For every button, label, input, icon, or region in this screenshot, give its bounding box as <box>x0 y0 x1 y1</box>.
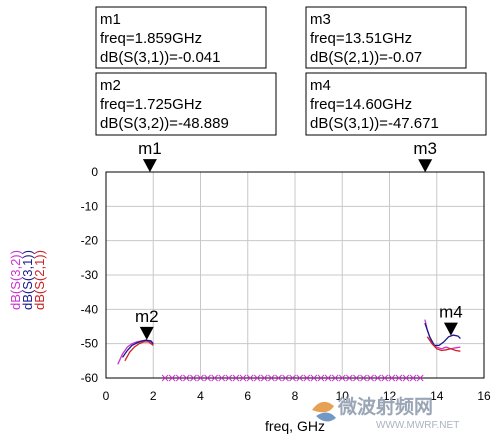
marker-box-m4: m4 freq=14.60GHz dB(S(3,1))=-47.671 <box>305 72 487 136</box>
stopband-point <box>381 374 389 382</box>
marker-box-freq: freq=13.51GHz <box>310 30 412 47</box>
grid <box>105 171 485 379</box>
y-tick-label: -50 <box>81 337 99 351</box>
stopband-point <box>353 374 360 382</box>
x-tick-label: 12 <box>383 389 397 403</box>
marker-triangle <box>142 159 157 173</box>
y-tick-label: -60 <box>81 371 99 385</box>
stopband-point <box>416 374 424 382</box>
stopband-point <box>303 374 311 382</box>
watermark-text: 微波射频网 <box>337 395 433 418</box>
marker-label: m4 <box>439 303 463 322</box>
legend-entry: dB(S(3,1)) <box>20 250 35 310</box>
marker-box-m3: m3 freq=13.51GHz dB(S(2,1))=-0.07 <box>305 6 467 69</box>
marker-box-m2: m2 freq=1.725GHz dB(S(3,2))=-48.889 <box>95 72 277 136</box>
marker-triangle <box>418 159 433 173</box>
x-tick-label: 8 <box>292 389 299 403</box>
stopband-point <box>175 374 183 382</box>
plot-frame <box>105 171 485 379</box>
series-line <box>121 339 154 358</box>
stopband-point <box>402 374 410 382</box>
marker-box-value: dB(S(3,1))=-0.041 <box>100 49 220 66</box>
marker-label: m2 <box>135 307 159 326</box>
marker-box-freq: freq=14.60GHz <box>310 96 412 113</box>
marker-box-name: m2 <box>100 77 121 94</box>
stopband-point <box>190 374 197 382</box>
series-line <box>117 339 154 365</box>
stopband-point <box>232 374 240 382</box>
stopband-point <box>275 374 282 382</box>
stopband-point <box>204 374 211 382</box>
stopband-point <box>168 374 176 382</box>
y-tick-label: -20 <box>81 234 99 248</box>
stopband-point <box>218 374 226 382</box>
y-tick-label: -40 <box>81 302 99 316</box>
stopband-point <box>211 374 219 382</box>
stopband-point <box>388 374 396 382</box>
marker-box-name: m3 <box>310 11 331 28</box>
legend-entry: dB(S(2,1)) <box>32 250 47 310</box>
stopband-point <box>253 374 261 382</box>
marker-box-value: dB(S(2,1))=-0.07 <box>310 49 422 66</box>
series <box>117 319 461 382</box>
watermark-logo-icon <box>312 401 336 422</box>
tick-labels: 0 2 4 6 8 10 12 14 16 0 -10 -20 -30 -40 -50 -60 <box>81 165 491 403</box>
stopband-point <box>345 374 353 382</box>
stopband-point <box>282 374 289 382</box>
stopband-point <box>409 374 417 382</box>
stopband-point <box>296 374 304 382</box>
stopband-point <box>338 374 346 382</box>
marker-box-name: m4 <box>310 77 331 94</box>
marker-box-value: dB(S(3,1))=-47.671 <box>310 115 439 132</box>
y-tick-label: -30 <box>81 268 99 282</box>
stopband-point <box>324 374 332 382</box>
x-tick-label: 6 <box>244 389 251 403</box>
series-line <box>424 322 461 347</box>
y-tick-label: 0 <box>91 165 98 179</box>
x-axis-title: freq, GHz <box>265 418 325 434</box>
y-tick-label: -10 <box>81 199 99 213</box>
stopband-point <box>317 374 325 382</box>
watermark-url: WWW.MWRF.NET <box>376 420 459 431</box>
stopband-point <box>161 374 169 382</box>
marker-triangle <box>139 326 154 340</box>
marker-box-m1: m1 freq=1.859GHz dB(S(3,1))=-0.041 <box>95 6 267 69</box>
marker-triangle <box>443 322 458 336</box>
stopband-point <box>182 374 190 382</box>
series-line <box>426 336 461 352</box>
x-tick-label: 2 <box>150 389 157 403</box>
x-tick-label: 14 <box>430 389 444 403</box>
x-tick-label: 4 <box>197 389 204 403</box>
stopband-point <box>260 374 268 382</box>
x-tick-label: 10 <box>336 389 350 403</box>
marker-label: m1 <box>138 139 162 158</box>
legend: dB(S(3,2))dB(S(3,1))dB(S(2,1)) <box>8 250 47 310</box>
marker-box-freq: freq=1.859GHz <box>100 30 202 47</box>
stopband-point <box>289 374 296 382</box>
stopband-point <box>239 374 247 382</box>
marker-box-name: m1 <box>100 11 121 28</box>
x-tick-label: 16 <box>477 389 491 403</box>
marker-box-freq: freq=1.725GHz <box>100 96 202 113</box>
stopband-point <box>197 374 204 382</box>
stopband-point <box>310 374 318 382</box>
marker-label: m3 <box>413 139 437 158</box>
watermark: 微波射频网 WWW.MWRF.NET <box>312 395 459 431</box>
x-tick-label: 0 <box>103 389 110 403</box>
stopband-point <box>367 374 374 382</box>
stopband-point <box>360 374 367 382</box>
stopband-point <box>225 374 233 382</box>
stopband-point <box>246 374 254 382</box>
stopband-point <box>374 374 382 382</box>
legend-entry: dB(S(3,2)) <box>8 250 23 310</box>
stopband-point <box>331 374 339 382</box>
stopband-point <box>395 374 403 382</box>
marker-box-value: dB(S(3,2))=-48.889 <box>100 115 229 132</box>
series-line <box>124 341 154 362</box>
marker-triangles: m1 m2 m3 m4 <box>135 139 463 340</box>
stopband-point <box>268 374 275 382</box>
